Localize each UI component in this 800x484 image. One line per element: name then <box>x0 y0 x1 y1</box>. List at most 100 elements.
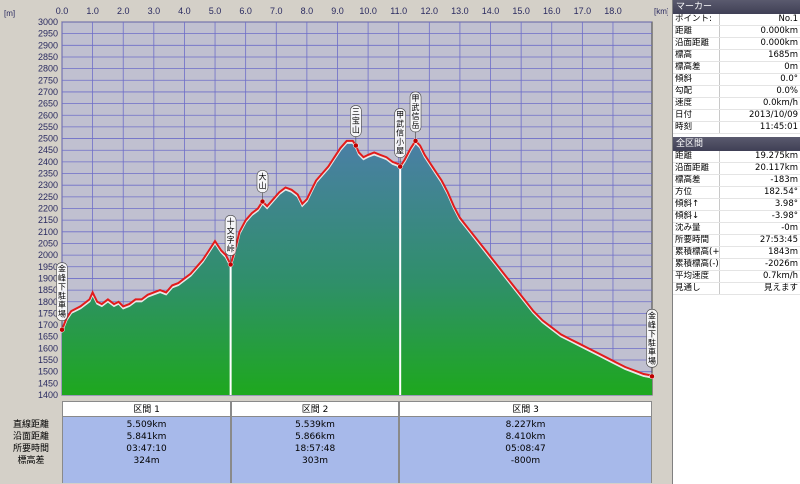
marker-panel-value: 0.000km <box>760 26 798 36</box>
elevation-area <box>62 143 652 395</box>
elevation-point <box>118 301 120 303</box>
elevation-point <box>92 291 94 294</box>
y-tick-label: 3000 <box>38 17 58 27</box>
elevation-point <box>624 366 626 368</box>
marker-panel-value: 0.0km/h <box>763 98 798 108</box>
waypoint-label: 三宝山 <box>352 108 360 135</box>
elevation-point <box>315 179 317 182</box>
segment-header[interactable]: 区間 3 <box>399 401 652 417</box>
marker-panel-key: 標高差 <box>673 62 720 73</box>
y-tick-label: 1800 <box>38 297 58 307</box>
marker-panel-row: 時刻 11:45:01 <box>673 122 800 134</box>
elevation-point <box>310 189 313 191</box>
y-tick-label: 2450 <box>38 145 58 155</box>
elevation-point <box>352 140 354 142</box>
total-panel-key: 方位 <box>673 187 720 198</box>
total-panel-row: 標高差 -183m <box>673 175 800 187</box>
x-axis-label: [km] <box>654 7 668 16</box>
waypoint-dot <box>649 373 655 380</box>
y-tick-label: 1650 <box>38 332 58 342</box>
y-tick-label: 1950 <box>38 262 58 272</box>
elevation-point <box>404 158 406 161</box>
x-tick-label: 6.0 <box>239 6 252 16</box>
segment-row-labels: 直線距離 沿面距離 所要時間 標高差 <box>0 419 62 467</box>
total-panel-value: -0m <box>781 223 798 233</box>
y-tick-label: 2250 <box>38 192 58 202</box>
marker-panel-row: 日付 2013/10/09 <box>673 110 800 122</box>
elevation-point <box>385 156 388 158</box>
y-tick-label: 2550 <box>38 122 58 132</box>
elevation-point <box>560 333 562 335</box>
total-panel-value: 3.98° <box>774 199 798 209</box>
waypoint-label: 甲武信岳 <box>412 94 420 130</box>
marker-panel-row: 標高 1685m <box>673 50 800 62</box>
elevation-point <box>459 217 461 219</box>
elevation-point <box>440 179 443 182</box>
segment-value: 8.227km <box>505 420 546 430</box>
x-tick-label: 9.0 <box>331 6 344 16</box>
elevation-point <box>196 266 198 268</box>
segment-value: 5.539km <box>295 420 335 430</box>
segment-value: 18:57:48 <box>294 444 336 454</box>
elevation-point <box>339 147 342 149</box>
total-panel-row: 見通し 見えます <box>673 283 800 295</box>
elevation-point <box>597 352 599 354</box>
marker-panel-title: マーカー <box>673 0 800 14</box>
total-panel-row: 累積標高(+) 1843m <box>673 247 800 259</box>
x-tick-label: 17.0 <box>574 6 592 16</box>
segment-header[interactable]: 区間 2 <box>231 401 399 417</box>
waypoint-label: 大山 <box>258 172 266 191</box>
y-tick-label: 1500 <box>38 367 58 377</box>
total-panel-row: 所要時間 27:53:45 <box>673 235 800 247</box>
total-panel-row: 累積標高(-) -2026m <box>673 259 800 271</box>
marker-panel-row: 速度 0.0km/h <box>673 98 800 110</box>
x-tick-label: 16.0 <box>543 6 561 16</box>
elevation-point <box>113 303 115 305</box>
segment-value: -800m <box>510 456 541 466</box>
x-tick-label: 15.0 <box>512 6 530 16</box>
y-tick-label: 1600 <box>38 343 58 353</box>
segment-header[interactable]: 区間 1 <box>62 401 231 417</box>
total-panel-key: 平均速度 <box>673 271 720 282</box>
marker-panel-key: 距離 <box>673 26 720 37</box>
elevation-point <box>107 298 109 301</box>
terrain-edge <box>61 141 653 380</box>
elevation-point <box>189 273 192 275</box>
total-panel-value: 182.54° <box>764 187 798 197</box>
total-panel-key: 所要時間 <box>673 235 720 246</box>
x-tick-label: 0.0 <box>56 6 69 16</box>
marker-panel-value: 0.0° <box>780 74 798 84</box>
elevation-point <box>266 205 268 207</box>
waypoint-dot <box>397 163 403 170</box>
total-panel-row: 沈み量 -0m <box>673 223 800 235</box>
total-panel-row: 距離 19.275km <box>673 151 800 163</box>
elevation-point <box>477 240 479 242</box>
y-tick-label: 2500 <box>38 134 58 144</box>
segment-value: 303m <box>302 456 328 466</box>
elevation-point <box>214 240 216 242</box>
elevation-point <box>642 373 645 375</box>
marker-panel-row: 勾配 0.0% <box>673 86 800 98</box>
elevation-point <box>346 140 348 142</box>
marker-panel-value: 1685m <box>768 50 798 60</box>
x-tick-label: 10.0 <box>359 6 377 16</box>
elevation-point <box>327 165 329 168</box>
y-tick-label: 2100 <box>38 227 58 237</box>
elevation-chart: 1400 1450 1500 1550 1600 1650 1700 1750 1800 1850… <box>4 6 668 400</box>
segment-values: 8.227km 8.410km 05:08:47 -800m <box>399 417 652 483</box>
total-panel-value: -2026m <box>765 259 798 269</box>
total-panel-key: 累積標高(-) <box>675 259 720 270</box>
marker-panel-value: 0m <box>784 62 798 72</box>
elevation-point <box>284 186 287 189</box>
marker-panel: ポイント: No.1 距離 0.000km 沿面距離 0.000km 標高 1685m 標高差 0… <box>673 14 800 134</box>
elevation-point <box>379 154 381 156</box>
y-tick-label: 2800 <box>38 64 58 74</box>
x-tick-label: 8.0 <box>301 6 314 16</box>
waypoint-dot <box>227 261 234 268</box>
waypoint-label: 金峰下駐車場 <box>648 310 656 365</box>
total-panel-value: 見えます <box>763 283 798 293</box>
marker-panel-value: 11:45:01 <box>759 122 798 132</box>
elevation-point <box>297 193 299 196</box>
marker-panel-key: 勾配 <box>673 86 720 97</box>
elevation-point <box>373 151 375 154</box>
